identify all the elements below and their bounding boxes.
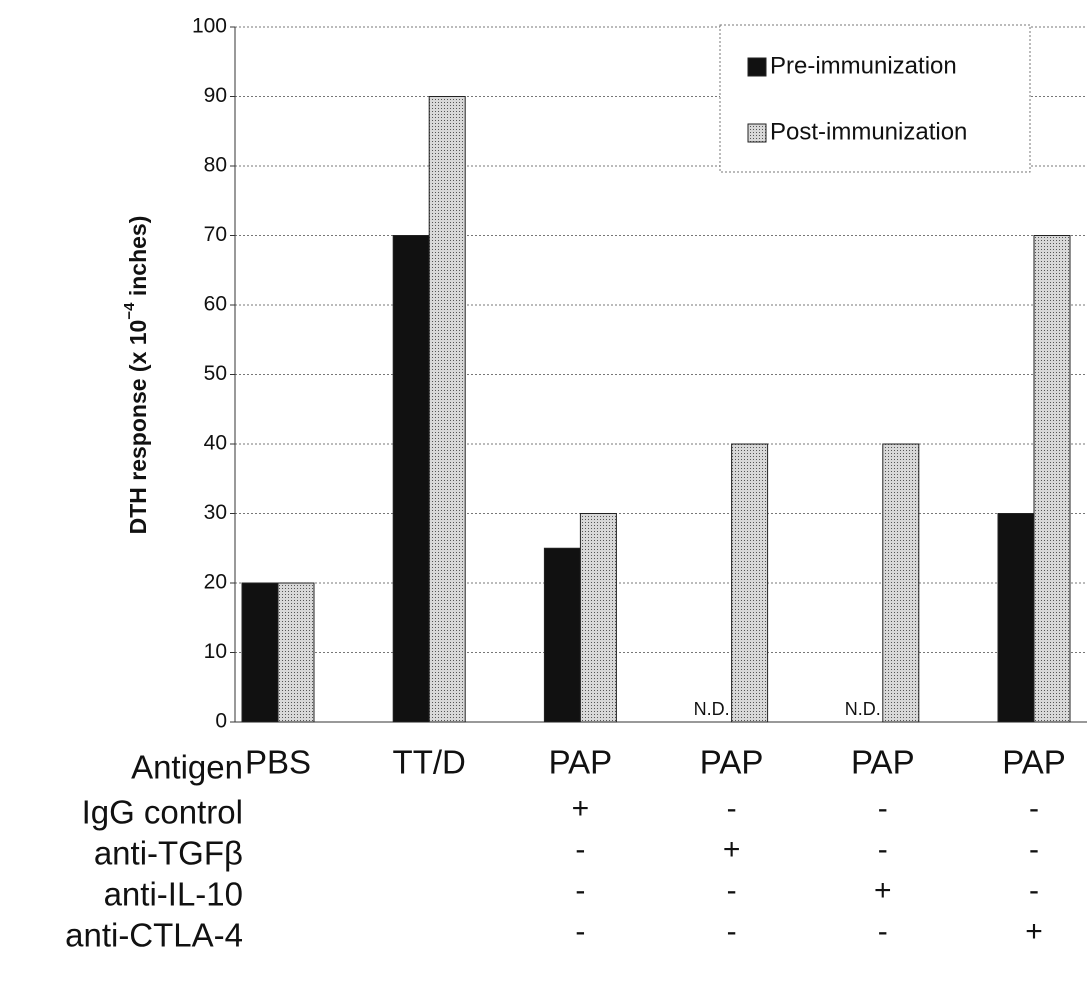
bar	[277, 582, 315, 723]
y-tick-label: 20	[204, 571, 227, 594]
y-axis-label-text: DTH response (x 10	[125, 320, 151, 535]
y-tick-label: 60	[204, 293, 227, 316]
bar	[579, 513, 617, 723]
bar	[1033, 235, 1071, 723]
legend-swatch	[747, 123, 767, 143]
y-tick-label: 100	[192, 15, 227, 38]
bar	[392, 235, 430, 723]
table-cell: -	[575, 915, 585, 948]
table-cell: -	[727, 792, 737, 825]
table-cell: -	[575, 833, 585, 866]
row-label: anti-IL-10	[104, 876, 243, 913]
y-tick-label: 80	[204, 154, 227, 177]
value-label: N.D.	[694, 699, 730, 719]
bar	[731, 443, 769, 723]
y-tick-label: 0	[215, 710, 227, 733]
table-cell: +	[874, 874, 892, 907]
x-tick-label: TT/D	[393, 744, 466, 781]
x-tick-label: PBS	[245, 744, 311, 781]
table-cell: +	[723, 833, 741, 866]
table-cell: -	[727, 874, 737, 907]
legend-swatch	[747, 57, 767, 77]
legend-box	[719, 24, 1031, 173]
y-tick-label: 10	[204, 640, 227, 663]
table-cell: -	[878, 915, 888, 948]
row-label: IgG control	[82, 794, 243, 831]
legend-label: Pre-immunization	[770, 52, 957, 79]
table-cell: +	[572, 792, 590, 825]
row-label: anti-TGFβ	[94, 835, 243, 872]
y-axis-label-superscript: −4	[121, 302, 138, 320]
bar	[428, 96, 466, 723]
table-cell: -	[1029, 833, 1039, 866]
row-label: anti-CTLA-4	[65, 917, 243, 954]
x-tick-label: PAP	[549, 744, 613, 781]
y-tick-label: 50	[204, 362, 227, 385]
row-label: Antigen	[131, 749, 243, 786]
table-cell: +	[1025, 915, 1043, 948]
table-cell: -	[1029, 792, 1039, 825]
table-cell: -	[727, 915, 737, 948]
x-tick-label: PAP	[700, 744, 764, 781]
y-tick-label: 40	[204, 432, 227, 455]
table-cell: -	[878, 792, 888, 825]
legend-label: Post-immunization	[770, 118, 967, 145]
bar	[241, 582, 279, 723]
y-axis-label-suffix: inches)	[125, 216, 151, 303]
bar	[882, 443, 920, 723]
table-cell: -	[1029, 874, 1039, 907]
table-cell: -	[878, 833, 888, 866]
bar	[997, 513, 1035, 723]
y-tick-label: 30	[204, 501, 227, 524]
table-cell: -	[575, 874, 585, 907]
y-tick-label: 90	[204, 84, 227, 107]
bar	[543, 547, 581, 723]
value-label: N.D.	[845, 699, 881, 719]
x-tick-label: PAP	[851, 744, 915, 781]
y-tick-label: 70	[204, 223, 227, 246]
x-tick-label: PAP	[1002, 744, 1066, 781]
y-axis-label: DTH response (x 10−4 inches)	[121, 216, 151, 535]
